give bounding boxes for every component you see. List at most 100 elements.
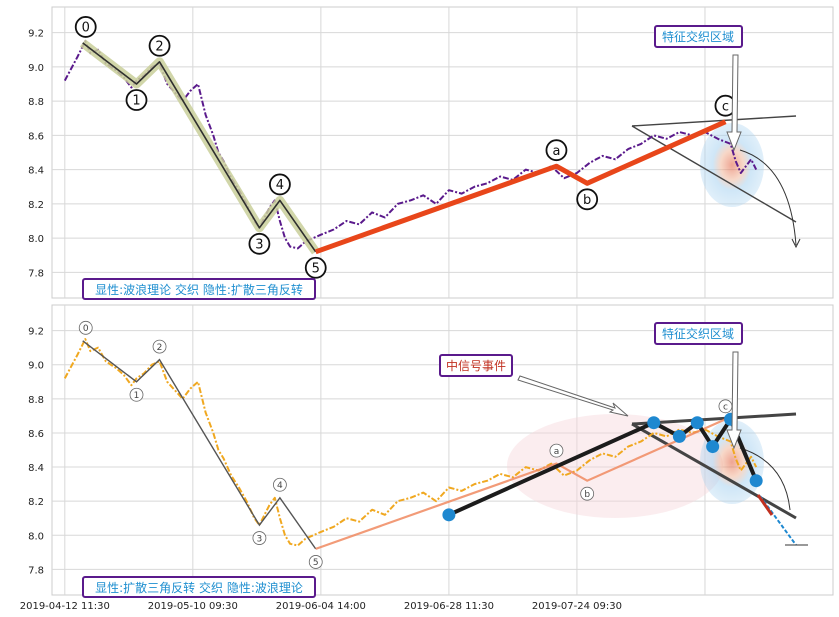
grid-top [52,7,833,298]
price-series [63,338,758,547]
y-tick-label: 8.2 [28,497,44,508]
y-tick-label: 9.0 [28,63,44,74]
y-tick-label: 8.4 [28,166,44,177]
panel-top: 7.8 8.0 8.2 8.4 8.6 8.8 9.0 9.2 0 1 2 3 4 5 a b c 特征交织区… [28,6,834,300]
y-tick-label: 8.6 [28,131,44,142]
y-tick-label: 7.8 [28,268,44,279]
wave-label-4: 4 [268,173,291,196]
label-box-text-top: 显性:波浪理论 交织 隐性:扩散三角反转 [95,282,303,297]
wave-label-1: 1 [129,387,144,402]
svg-text:1: 1 [134,391,140,401]
wave-overlay-bottom [82,340,726,550]
svg-text:5: 5 [312,261,320,276]
wave-corrective-overlay [315,418,726,550]
y-tick-label: 8.2 [28,200,44,211]
triangle-markers-bottom [442,412,763,522]
svg-text:4: 4 [277,481,283,491]
projection-arrow-top [739,149,797,246]
x-tick-label: 2019-06-04 14:00 [276,601,366,612]
triangle-marker [690,416,704,430]
wave-impulse-overlay [82,340,317,550]
triangle-marker [647,416,661,430]
y-axis-bottom: 7.8 8.0 8.2 8.4 8.6 8.8 9.0 9.2 [28,327,44,577]
wave-label-b: b [576,188,599,211]
y-tick-label: 8.0 [28,234,44,245]
svg-text:3: 3 [257,534,263,544]
wave-label-a: a [545,139,568,162]
impulse-series [82,42,317,253]
wave-label-1: 1 [125,89,148,111]
projection-arrow-bottom [739,447,791,511]
x-tick-label: 2019-06-28 11:30 [404,601,494,612]
wave-label-3: 3 [248,232,271,255]
triangle-marker [749,474,763,488]
y-tick-label: 8.8 [28,395,44,406]
svg-text:3: 3 [255,237,263,252]
y-tick-label: 8.8 [28,97,44,108]
y-tick-label: 9.0 [28,361,44,372]
y-tick-label: 8.6 [28,429,44,440]
label-box-text-bottom: 显性:扩散三角反转 交织 隐性:波浪理论 [95,580,303,595]
y-tick-label: 8.0 [28,531,44,542]
triangle-lower-line-bottom [631,422,797,520]
wave-labels-top: 0 1 2 3 4 5 a b c [74,16,737,279]
svg-text:2: 2 [157,343,163,353]
event-box-bottom [439,354,513,377]
callout-text-bottom: 特征交织区域 [662,326,734,341]
wave-label-3: 3 [252,531,267,545]
svg-text:4: 4 [276,178,284,193]
projection-dash-bottom [759,495,797,546]
triangle-marker [442,508,456,522]
y-tick-label: 8.4 [28,463,44,474]
triangle-lower-line-top [631,125,797,223]
price-line-bottom [63,338,758,547]
x-axis: 2019-04-12 11:30 2019-05-10 09:30 2019-06-… [20,601,622,612]
svg-text:2: 2 [155,39,163,54]
callout-arrow-top [726,54,742,152]
svg-text:0: 0 [82,21,90,36]
svg-text:b: b [584,490,590,500]
callout-arrow-bottom [726,351,742,450]
callout-text-top: 特征交织区域 [662,29,734,44]
wave-label-2: 2 [148,34,171,57]
y-tick-label: 9.2 [28,327,44,338]
svg-text:a: a [554,447,560,457]
x-tick-label: 2019-07-24 09:30 [532,601,622,612]
feature-zone-top [700,123,764,207]
event-arrow-bottom [517,375,629,417]
triangle-marker [672,429,686,443]
triangle-upper-line-top [631,115,797,127]
wave-label-0: 0 [78,320,93,335]
svg-text:b: b [583,193,591,208]
callout-box-bottom [654,322,743,345]
wave-label-5: 5 [304,256,327,279]
svg-text:1: 1 [132,94,140,109]
wave-label-b: b [580,486,595,501]
svg-text:c: c [723,403,728,413]
event-zone-bottom [507,414,723,518]
x-tick-label: 2019-04-12 11:30 [20,601,110,612]
event-text-bottom: 中信号事件 [446,358,506,373]
projection-red-bottom [756,494,774,516]
wave-label-5: 5 [308,555,323,569]
y-tick-label: 7.8 [28,565,44,576]
panel-bottom: 7.8 8.0 8.2 8.4 8.6 8.8 9.0 9.2 0 1 2 3 4 5 a b c 中信号事件… [28,304,834,598]
impulse-wave-top [79,39,320,255]
y-axis-top: 7.8 8.0 8.2 8.4 8.6 8.8 9.0 9.2 [28,29,44,280]
wave-labels-bottom: 0 1 2 3 4 5 a b c [78,320,733,569]
svg-text:5: 5 [313,558,319,568]
corrective-wave-top [314,119,727,255]
wave-label-a: a [549,443,564,458]
projection-arrowhead-top [791,238,801,249]
svg-text:a: a [552,144,560,159]
wave-label-4: 4 [272,477,287,492]
label-box-bottom [82,576,316,598]
label-box-top [82,278,316,300]
corrective-series [314,119,727,255]
x-tick-label: 2019-05-10 09:30 [148,601,238,612]
triangle-marker [706,440,720,454]
callout-box-top [654,25,743,48]
svg-text:c: c [722,99,729,114]
y-tick-label: 9.2 [28,29,44,40]
